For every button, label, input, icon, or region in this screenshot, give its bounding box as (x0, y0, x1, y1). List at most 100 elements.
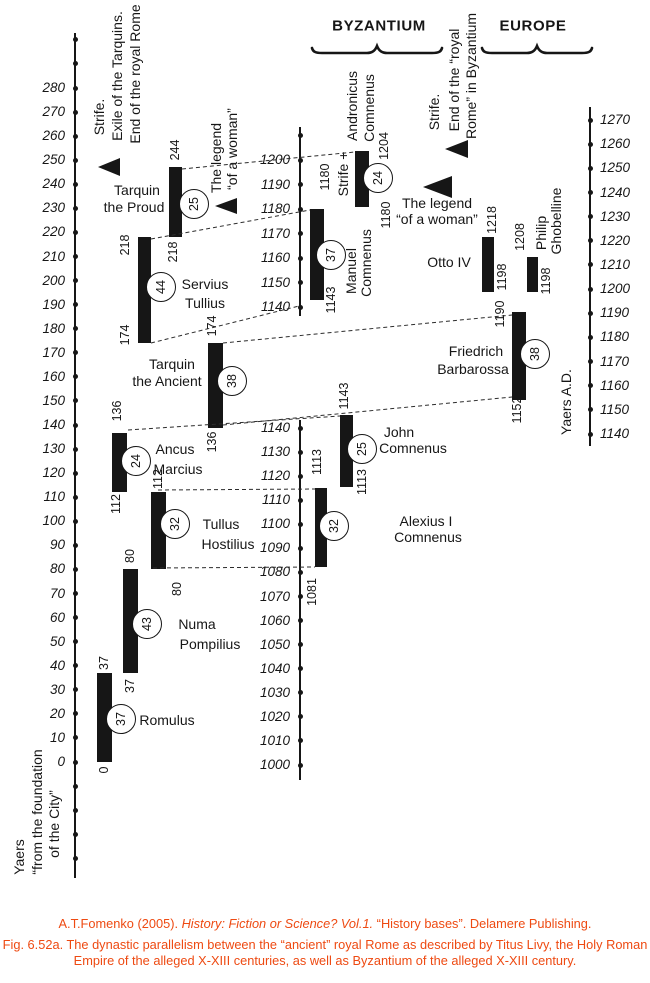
ruler-name-numa-pompilius-line-0: Numa (178, 616, 216, 632)
duration-value: 32 (167, 516, 182, 531)
axis-tick-label-byzantium-lower: 1090 (259, 540, 290, 556)
bar-year-label-john-comnenus-0: 1143 (337, 382, 351, 410)
duration-value: 25 (354, 441, 369, 456)
axis-tick-label-rome-years: 140 (42, 417, 65, 433)
caption-figure-line2: Fig. 6.52a. The dynastic parallelism bet… (2, 937, 648, 952)
axis-tick-dot (72, 615, 78, 621)
axis-tick-label-rome-years: 90 (49, 537, 65, 553)
duration-value: 24 (370, 170, 385, 185)
ruler-name-tullus-hostilius-line-0: Tullus (202, 516, 240, 532)
axis-tick-dot (587, 359, 593, 365)
axis-tick-label-rome-years: 220 (42, 224, 65, 240)
axis-tick-label-rome-years: 210 (42, 248, 65, 264)
bar-year-label-numa-pompilius-1: 37 (123, 679, 137, 693)
bar-year-label-ancus-marcius-0: 136 (110, 400, 124, 422)
axis-tick-label-europe-years: 1250 (600, 160, 631, 176)
axis-tick-dot (297, 157, 303, 163)
axis-tick-dot (297, 690, 303, 696)
bar-numa-pompilius (123, 569, 138, 673)
axis-tick-label-rome-years: 0 (57, 754, 65, 769)
axis-tick-label-europe-years: 1200 (600, 281, 631, 297)
duration-circle-tarquin-the-proud: 25 (178, 188, 209, 219)
axis-tick-dot (72, 566, 78, 572)
axis-tick-label-byzantium-upper: 1190 (260, 176, 290, 192)
axis-tick-label-byzantium-upper: 1180 (260, 201, 290, 216)
bar-year-label-tarquin-the-proud-1: 218 (166, 241, 180, 263)
axis-tick-label-europe-years: 1190 (600, 305, 630, 321)
bar-year-label-tarquin-the-ancient-1: 136 (205, 431, 219, 453)
axis-tick-label-rome-years: 60 (49, 609, 65, 625)
ruler-name-andronicus-comnenus-line-0: Strife + (335, 151, 351, 197)
axis-tick-dot (297, 231, 303, 236)
axis-tick-dot (72, 639, 78, 645)
bar-year-label-servius-tullius-1: 174 (118, 324, 132, 346)
axis-tick-dot (72, 855, 78, 861)
duration-circle-servius-tullius: 44 (145, 271, 176, 302)
bar-andronicus-comnenus (355, 151, 369, 207)
duration-value: 32 (326, 518, 341, 533)
duration-circle-friedrich-barbarossa: 38 (519, 338, 550, 369)
duration-circle-ancus-marcius: 24 (120, 445, 151, 476)
axis-tick-label-byzantium-upper: 1140 (260, 299, 290, 314)
bar-year-label-tarquin-the-ancient-0: 174 (205, 315, 219, 337)
axis-tick-dot (72, 229, 78, 235)
axis-tick-dot (72, 61, 78, 67)
axis-tick-dot (297, 521, 303, 527)
axis-tick-dot (587, 286, 593, 292)
caption-figure-line3: Empire of the alleged X-XIII centuries, … (73, 953, 577, 968)
bar-year-label-numa-pompilius-0: 80 (123, 549, 137, 563)
axis-tick-label-europe-years: 1240 (600, 184, 631, 200)
ruler-name-tarquin-the-ancient-line-1: the Ancient (132, 373, 202, 389)
axis-tick-label-byzantium-lower: 1140 (260, 420, 290, 436)
axis-tick-dot (72, 759, 78, 765)
duration-value: 43 (139, 616, 154, 631)
axis-tick-dot (297, 714, 303, 720)
legend-of-a-woman-rome-line-0: The legend (208, 122, 224, 194)
axis-tick-label-rome-years: 230 (42, 200, 65, 216)
axis-tick-label-rome-years: 270 (42, 104, 65, 120)
duration-circle-alexius-i-comnenus: 32 (318, 510, 349, 541)
caption-source-title: History: Fiction or Science? Vol.1. (181, 916, 374, 931)
ruler-name-tarquin-the-proud-line-0: Tarquin (114, 182, 160, 198)
axis-tick-dot (72, 278, 78, 284)
duration-value: 44 (153, 279, 168, 294)
ruler-name-tullus-hostilius-line-1: Hostilius (201, 536, 255, 552)
axis-tick-label-rome-years: 150 (42, 392, 65, 408)
axis-tick-label-rome-years: 200 (42, 272, 65, 288)
axis-tick-dot (297, 206, 303, 212)
axis-tick-label-rome-years: 10 (49, 729, 65, 745)
axis-tick-dot (72, 446, 78, 452)
axis-tick-label-byzantium-lower: 1110 (261, 492, 290, 508)
axis-tick-label-europe-years: 1180 (600, 329, 630, 345)
axis-tick-dot (587, 214, 593, 220)
axis-tick-label-europe-years: 1230 (600, 208, 631, 224)
bar-year-label-romulus-1: 0 (97, 766, 111, 774)
axis-tick-dot (72, 157, 78, 163)
axis-tick-dot (72, 470, 78, 476)
axis-tick-label-byzantium-upper: 1150 (260, 274, 290, 290)
axis-tick-dot (72, 205, 78, 211)
bar-year-label-alexius-i-comnenus-1: 1081 (305, 578, 319, 606)
ruler-name-john-comnenus-line-0: John (383, 424, 415, 440)
axis-tick-dot (587, 117, 593, 123)
axis-tick-label-europe-years: 1150 (600, 401, 630, 417)
ruler-name-alexius-i-comnenus-line-0: Alexius I (399, 513, 453, 529)
axis-tick-label-byzantium-lower: 1040 (259, 660, 290, 676)
axis-tick-label-rome-years: 40 (49, 657, 65, 673)
axis-tick-label-europe-years: 1260 (600, 136, 631, 152)
axis-tick-label-byzantium-lower: 1050 (259, 636, 290, 652)
axis-line-rome-years (74, 33, 76, 878)
axis-tick-label-rome-years: 110 (43, 489, 65, 505)
axis-tick-dot (72, 181, 78, 187)
axis-tick-label-byzantium-lower: 1010 (259, 732, 290, 748)
axis-tick-dot (72, 494, 78, 500)
caption-source-post: “History bases”. Delamere Publishing. (373, 916, 592, 931)
column-header-europe: EUROPE (499, 17, 567, 35)
axis-tick-dot (297, 569, 303, 575)
duration-circle-tarquin-the-ancient: 38 (216, 365, 247, 396)
strife-exile-note-line-2: End of the royal Rome (127, 4, 143, 144)
axis-tick-dot (297, 304, 303, 310)
bar-ancus-marcius (112, 433, 127, 492)
bar-year-label-andronicus-comnenus-1: 1180 (379, 201, 393, 229)
ruler-name-romulus-line-0: Romulus (139, 712, 195, 728)
